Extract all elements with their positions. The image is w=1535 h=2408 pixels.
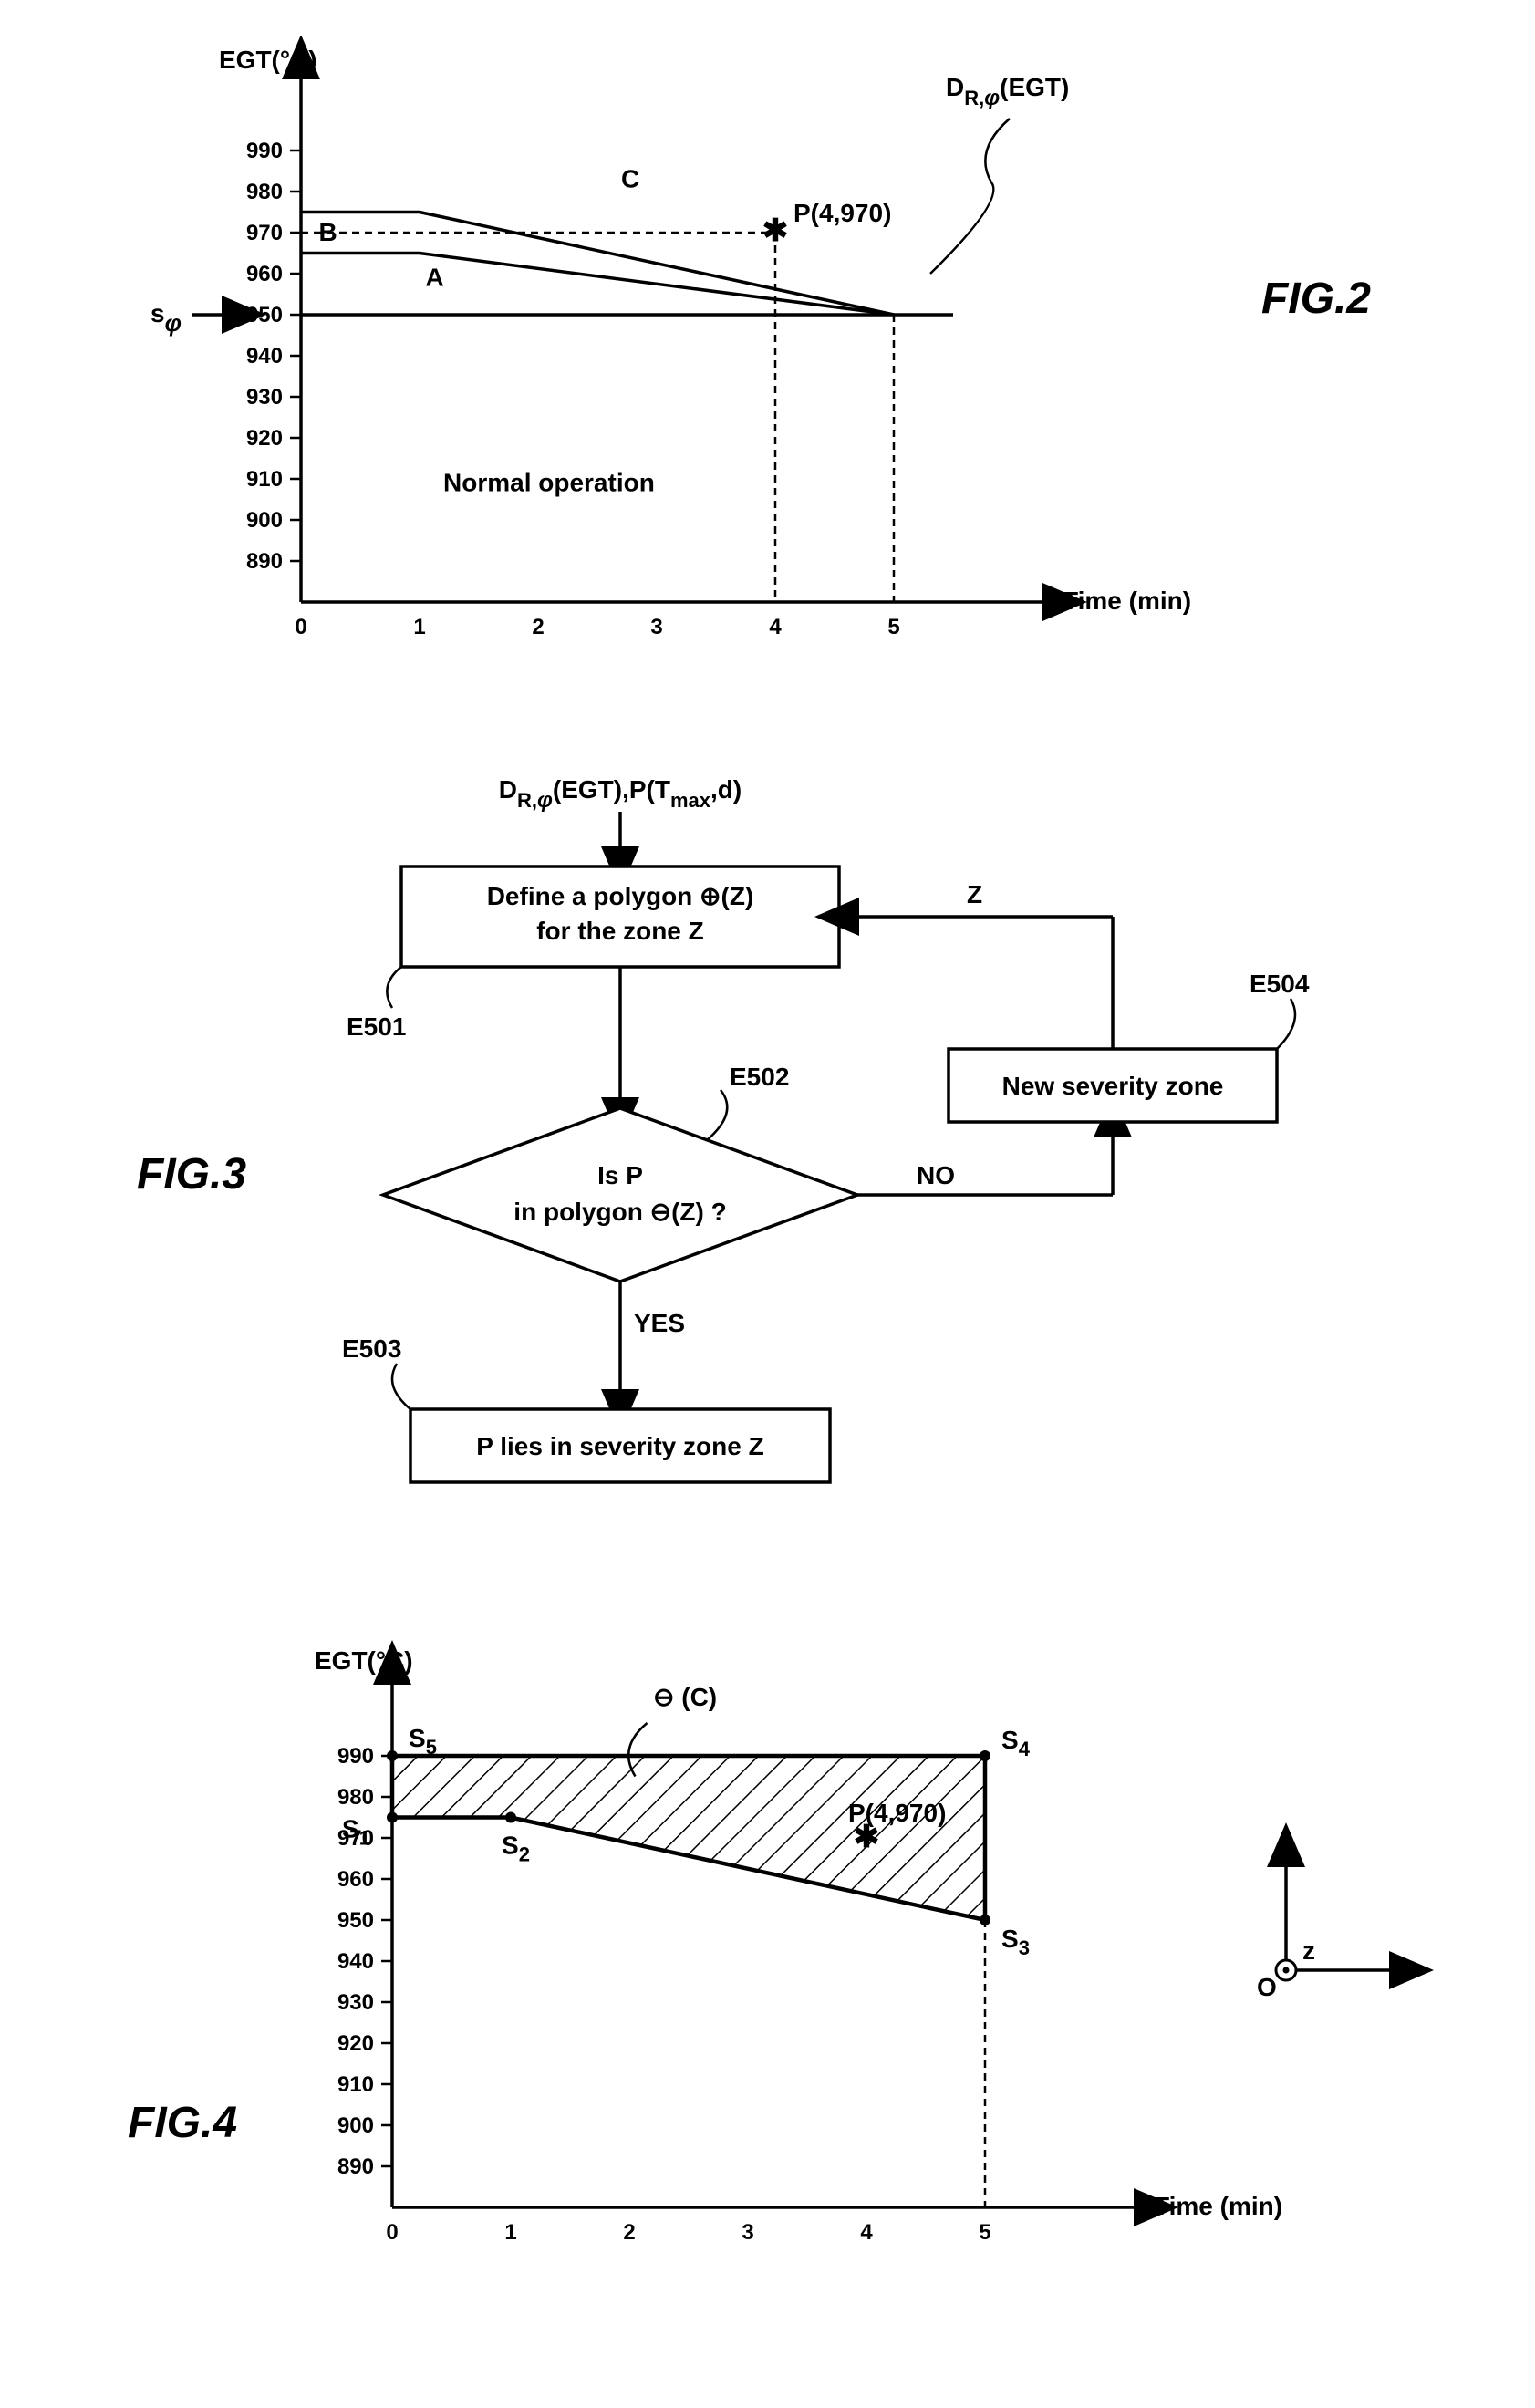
svg-text:New severity zone: New severity zone — [1002, 1072, 1224, 1100]
svg-text:0: 0 — [386, 2220, 398, 2245]
svg-text:E504: E504 — [1250, 970, 1310, 998]
svg-text:940: 940 — [337, 1949, 374, 1974]
svg-text:950: 950 — [337, 1908, 374, 1933]
svg-text:1: 1 — [504, 2220, 516, 2245]
svg-text:Define a polygon ⊕(Z): Define a polygon ⊕(Z) — [487, 882, 754, 910]
svg-text:E503: E503 — [342, 1334, 401, 1363]
svg-text:EGT(°C): EGT(°C) — [315, 1646, 413, 1675]
svg-text:YES: YES — [634, 1309, 685, 1337]
svg-text:0: 0 — [295, 615, 306, 639]
svg-text:S4: S4 — [1001, 1726, 1031, 1760]
fig3-label: FIG.3 — [137, 1149, 246, 1199]
figure-2: FIG.2 EGT(°C) Time (min) 890 900 910 920 930 94… — [36, 36, 1499, 693]
svg-text:in polygon ⊖(Z) ?: in polygon ⊖(Z) ? — [513, 1198, 726, 1226]
svg-text:940: 940 — [246, 344, 283, 368]
svg-text:EGT(°C): EGT(°C) — [219, 46, 317, 74]
svg-text:5: 5 — [979, 2220, 990, 2245]
figure-4: FIG.4 EGT(°C) Time (min) 890 900 910 920 930 94… — [36, 1624, 1499, 2299]
svg-text:930: 930 — [337, 1990, 374, 2015]
svg-text:3: 3 — [650, 615, 662, 639]
svg-text:890: 890 — [337, 2154, 374, 2179]
svg-text:930: 930 — [246, 385, 283, 410]
fig4-label: FIG.4 — [128, 2098, 237, 2148]
svg-text:980: 980 — [246, 180, 283, 204]
svg-text:x: x — [1405, 1955, 1419, 1983]
svg-text:920: 920 — [246, 426, 283, 451]
svg-text:970: 970 — [246, 221, 283, 245]
svg-text:Time (min): Time (min) — [1154, 2192, 1282, 2220]
svg-text:E501: E501 — [347, 1012, 406, 1041]
figure-3: FIG.3 DR,φ(EGT),P(Tmax,d) Define a polygo… — [36, 766, 1499, 1551]
svg-text:900: 900 — [337, 2113, 374, 2138]
fig3-svg: DR,φ(EGT),P(Tmax,d) Define a polygon ⊕(Z)… — [292, 766, 1478, 1551]
svg-text:⊖ (C): ⊖ (C) — [653, 1683, 717, 1711]
svg-text:Z: Z — [967, 880, 982, 908]
svg-text:990: 990 — [337, 1744, 374, 1769]
svg-text:P(4,970): P(4,970) — [848, 1799, 946, 1827]
fig2-label: FIG.2 — [1261, 274, 1371, 324]
svg-text:for the zone Z: for the zone Z — [536, 917, 704, 945]
svg-text:990: 990 — [246, 139, 283, 163]
svg-text:DR,φ(EGT),P(Tmax,d): DR,φ(EGT),P(Tmax,d) — [499, 775, 742, 813]
svg-text:920: 920 — [337, 2031, 374, 2056]
svg-text:960: 960 — [246, 262, 283, 286]
svg-text:5: 5 — [887, 615, 899, 639]
svg-text:DR,φ(EGT): DR,φ(EGT) — [946, 73, 1069, 110]
svg-text:910: 910 — [337, 2072, 374, 2097]
svg-text:P(4,970): P(4,970) — [793, 199, 891, 227]
svg-text:3: 3 — [742, 2220, 753, 2245]
svg-text:4: 4 — [860, 2220, 873, 2245]
svg-text:z: z — [1302, 1936, 1315, 1965]
svg-text:960: 960 — [337, 1867, 374, 1892]
svg-text:sφ: sφ — [150, 299, 182, 337]
svg-text:E502: E502 — [730, 1063, 789, 1091]
svg-text:S2: S2 — [502, 1832, 530, 1866]
svg-text:910: 910 — [246, 467, 283, 492]
svg-text:S3: S3 — [1001, 1925, 1030, 1959]
svg-text:900: 900 — [246, 508, 283, 533]
svg-text:980: 980 — [337, 1785, 374, 1810]
fig2-svg: EGT(°C) Time (min) 890 900 910 920 930 940 950 96… — [146, 36, 1240, 675]
svg-text:890: 890 — [246, 549, 283, 574]
svg-text:1: 1 — [413, 615, 425, 639]
svg-text:2: 2 — [623, 2220, 635, 2245]
fig4-svg: EGT(°C) Time (min) 890 900 910 920 930 940 950 96… — [237, 1624, 1514, 2280]
svg-text:950: 950 — [246, 303, 283, 327]
svg-text:Time (min): Time (min) — [1063, 586, 1191, 615]
svg-text:NO: NO — [917, 1161, 955, 1189]
svg-text:P lies in severity zone Z: P lies in severity zone Z — [476, 1432, 763, 1460]
svg-text:y: y — [1279, 1829, 1293, 1857]
svg-text:Normal operation: Normal operation — [443, 469, 655, 497]
svg-text:Is P: Is P — [597, 1161, 643, 1189]
svg-text:A: A — [426, 264, 444, 292]
svg-text:2: 2 — [532, 615, 544, 639]
svg-text:C: C — [621, 165, 639, 193]
svg-text:O: O — [1257, 1973, 1277, 2001]
svg-text:S5: S5 — [409, 1724, 437, 1759]
svg-text:✱: ✱ — [762, 213, 789, 248]
svg-text:4: 4 — [769, 615, 782, 639]
